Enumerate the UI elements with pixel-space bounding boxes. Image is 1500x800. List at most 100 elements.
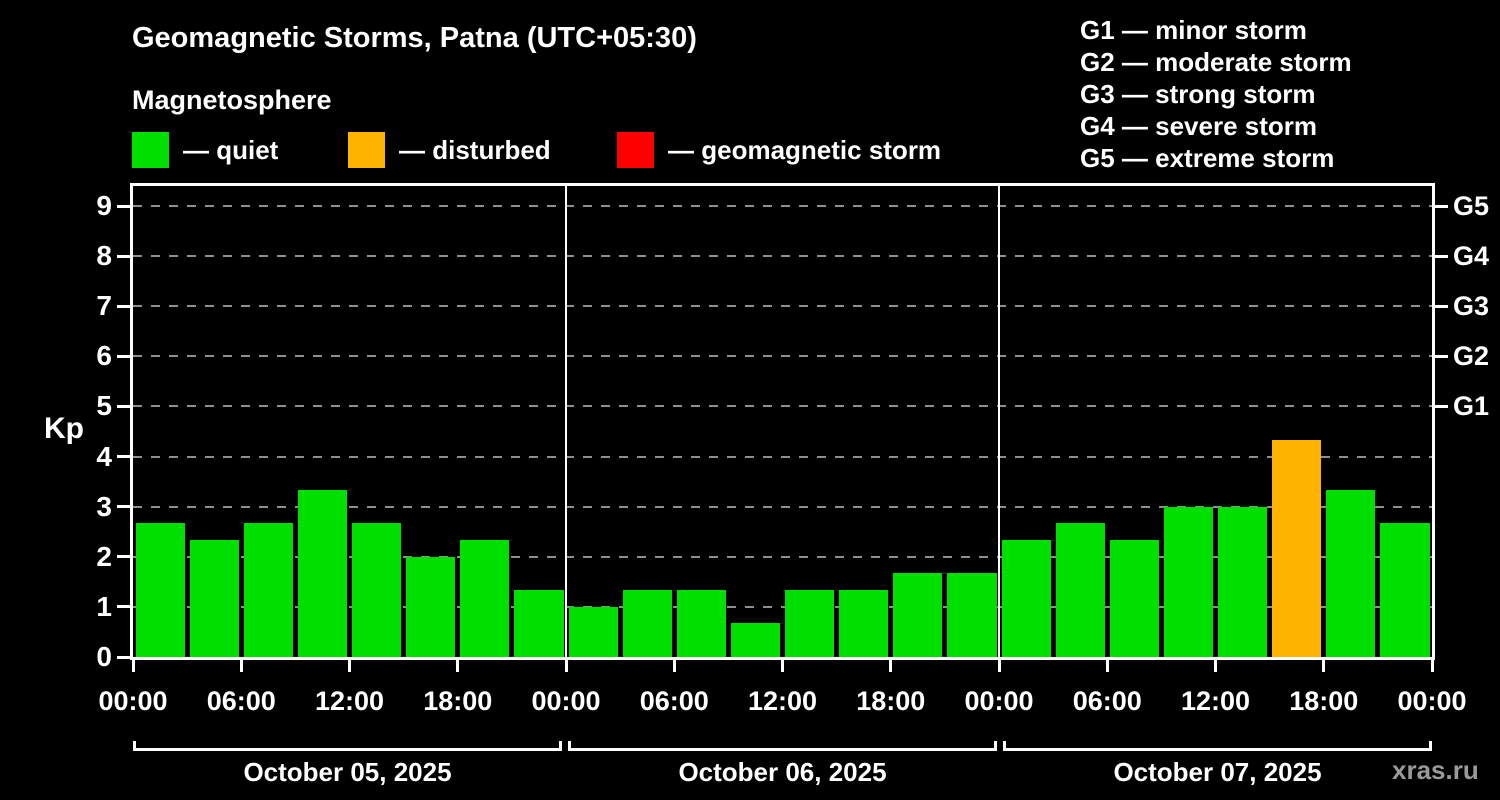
y-tick-label-2: 2 bbox=[96, 540, 112, 572]
y-tick-7 bbox=[117, 304, 130, 308]
x-tick-label-11: 18:00 bbox=[1289, 686, 1359, 716]
legend-label-disturbed: — disturbed bbox=[399, 134, 551, 165]
day-separator bbox=[565, 186, 567, 657]
legend-label-quiet: — quiet bbox=[183, 134, 279, 165]
x-tick-label-4: 00:00 bbox=[531, 686, 601, 716]
gridline-kp-7 bbox=[133, 305, 1432, 308]
g-legend-line-3: G3 — strong storm bbox=[1080, 79, 1316, 109]
x-tick-label-3: 18:00 bbox=[423, 686, 493, 716]
x-tick-9 bbox=[1105, 660, 1109, 672]
g-legend-line-4: G4 — severe storm bbox=[1080, 111, 1318, 141]
chart-title: Geomagnetic Storms, Patna (UTC+05:30) bbox=[132, 22, 697, 54]
right-axis-label-G3: G3 bbox=[1453, 291, 1490, 322]
disturbed-swatch bbox=[348, 132, 385, 168]
y-tick-label-9: 9 bbox=[96, 190, 112, 222]
y-tick-label-6: 6 bbox=[96, 340, 112, 372]
kp-bar-22 bbox=[1326, 490, 1376, 657]
y-tick-9 bbox=[117, 204, 130, 208]
y-tick-5 bbox=[117, 404, 130, 408]
x-tick-11 bbox=[1322, 660, 1326, 672]
quiet-swatch bbox=[132, 132, 169, 168]
g-legend-line-5: G5 — extreme storm bbox=[1080, 143, 1335, 173]
kp-bar-20 bbox=[1218, 506, 1268, 657]
y-tick-label-8: 8 bbox=[96, 240, 112, 272]
day-bracket-3 bbox=[1003, 741, 1432, 751]
day-bracket-1 bbox=[133, 741, 562, 751]
x-tick-12 bbox=[1430, 660, 1434, 672]
y-tick-6 bbox=[117, 354, 130, 358]
kp-bar-15 bbox=[947, 573, 997, 657]
chart-subtitle: Magnetosphere bbox=[132, 85, 332, 115]
kp-bar-7 bbox=[514, 590, 564, 657]
kp-bar-4 bbox=[352, 523, 402, 657]
y-tick-label-3: 3 bbox=[96, 490, 112, 522]
y-tick-0 bbox=[117, 655, 130, 659]
right-axis-tick-G3 bbox=[1435, 304, 1448, 308]
kp-bar-14 bbox=[893, 573, 943, 657]
kp-bar-8 bbox=[568, 606, 618, 657]
kp-bar-2 bbox=[243, 523, 293, 657]
x-tick-3 bbox=[456, 660, 460, 672]
x-tick-10 bbox=[1214, 660, 1217, 672]
right-axis-tick-G4 bbox=[1435, 254, 1448, 258]
y-tick-2 bbox=[117, 555, 130, 559]
x-tick-label-5: 06:00 bbox=[639, 686, 709, 716]
kp-bar-18 bbox=[1109, 540, 1159, 657]
y-tick-label-4: 4 bbox=[96, 440, 112, 472]
x-tick-0 bbox=[131, 660, 135, 672]
legend-label-storm: — geomagnetic storm bbox=[668, 134, 942, 165]
gridline-kp-9 bbox=[133, 205, 1432, 208]
right-axis-label-G4: G4 bbox=[1453, 241, 1490, 272]
gridline-kp-4 bbox=[133, 455, 1432, 458]
right-axis-label-G2: G2 bbox=[1453, 341, 1490, 372]
date-label-2: October 06, 2025 bbox=[678, 757, 887, 787]
x-tick-1 bbox=[239, 660, 243, 672]
x-tick-label-9: 06:00 bbox=[1072, 686, 1142, 716]
y-tick-4 bbox=[117, 455, 130, 459]
kp-bar-23 bbox=[1380, 523, 1430, 657]
day-separator bbox=[998, 186, 1000, 657]
legend-item-disturbed: — disturbed bbox=[348, 132, 551, 168]
watermark: xras.ru bbox=[1392, 755, 1479, 785]
x-tick-label-2: 12:00 bbox=[314, 686, 385, 716]
kp-bar-9 bbox=[622, 590, 672, 657]
y-tick-label-5: 5 bbox=[96, 390, 112, 422]
y-tick-3 bbox=[117, 505, 130, 509]
legend-item-storm: — geomagnetic storm bbox=[617, 132, 941, 168]
x-tick-7 bbox=[889, 660, 893, 672]
right-axis-tick-G1 bbox=[1435, 404, 1448, 408]
kp-bar-6 bbox=[460, 540, 510, 657]
kp-bar-1 bbox=[189, 540, 239, 657]
g-legend-line-1: G1 — minor storm bbox=[1080, 15, 1307, 45]
y-tick-label-7: 7 bbox=[96, 290, 112, 322]
y-tick-1 bbox=[117, 605, 130, 609]
kp-bar-0 bbox=[135, 523, 185, 657]
storm-swatch bbox=[617, 132, 654, 168]
kp-bar-17 bbox=[1055, 523, 1105, 657]
gridline-kp-2 bbox=[133, 555, 1432, 558]
gridline-kp-8 bbox=[133, 255, 1432, 258]
date-label-1: October 05, 2025 bbox=[243, 757, 452, 787]
kp-bar-11 bbox=[730, 623, 780, 657]
x-tick-6 bbox=[781, 660, 784, 672]
y-tick-label-0: 0 bbox=[96, 641, 112, 672]
x-tick-4 bbox=[564, 660, 568, 672]
kp-bar-12 bbox=[785, 590, 835, 657]
right-axis-tick-G5 bbox=[1435, 204, 1448, 208]
kp-bar-3 bbox=[297, 490, 347, 657]
kp-bar-5 bbox=[406, 556, 456, 657]
date-label-3: October 07, 2025 bbox=[1113, 757, 1322, 787]
x-tick-label-10: 12:00 bbox=[1180, 686, 1251, 716]
x-tick-label-12: 00:00 bbox=[1397, 686, 1467, 716]
x-tick-label-0: 00:00 bbox=[98, 686, 168, 716]
gridline-kp-1 bbox=[133, 605, 1432, 608]
legend-item-quiet: — quiet bbox=[132, 132, 278, 168]
kp-bar-16 bbox=[1001, 540, 1051, 657]
right-axis-tick-G2 bbox=[1435, 354, 1448, 358]
gridline-kp-6 bbox=[133, 355, 1432, 358]
x-tick-label-1: 06:00 bbox=[206, 686, 276, 716]
x-tick-label-7: 18:00 bbox=[856, 686, 926, 716]
x-tick-8 bbox=[997, 660, 1001, 672]
kp-bar-21 bbox=[1272, 440, 1322, 657]
